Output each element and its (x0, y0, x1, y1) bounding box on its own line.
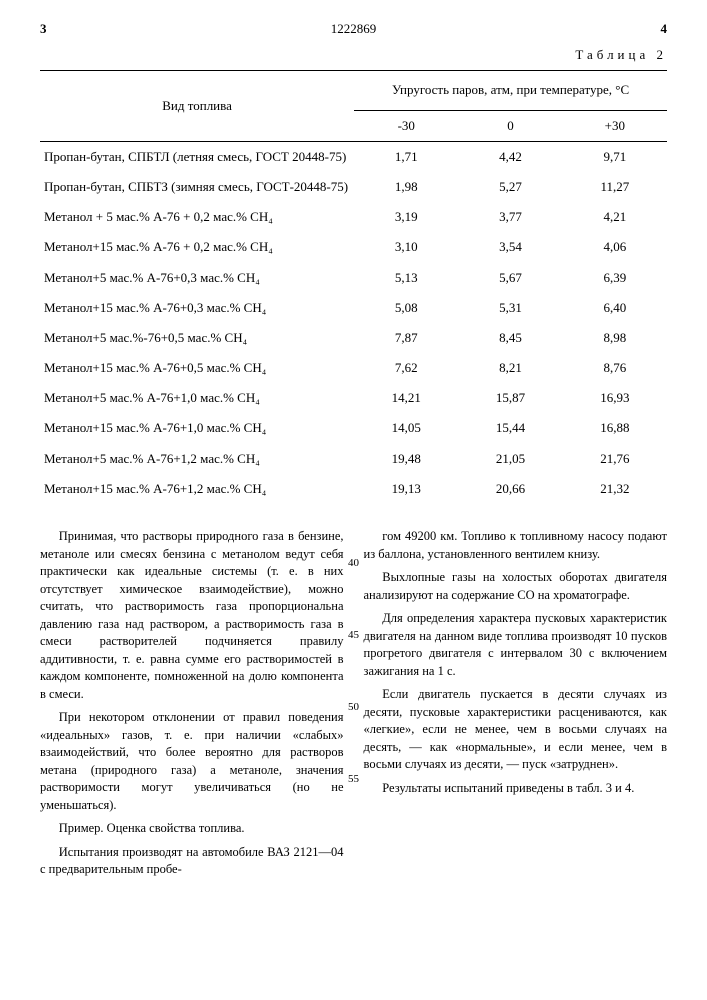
value-cell: 9,71 (563, 141, 667, 172)
value-cell: 21,05 (458, 444, 562, 474)
table-row: Метанол+15 мас.% А-76+0,3 мас.% CH₄5,085… (40, 293, 667, 323)
fuel-cell: Пропан-бутан, СПБТЛ (летняя смесь, ГОСТ … (40, 141, 354, 172)
paragraph: Пример. Оценка свойства топлива. (40, 820, 344, 838)
paragraph: Для определения характера пусковых харак… (364, 610, 668, 680)
fuel-cell: Метанол+15 мас.% А-76+1,0 мас.% CH₄ (40, 413, 354, 443)
fuel-cell: Метанол+15 мас.% А-76 + 0,2 мас.% CH₄ (40, 232, 354, 262)
fuel-cell: Метанол + 5 мас.% А-76 + 0,2 мас.% CH₄ (40, 202, 354, 232)
paragraph: Если двигатель пускается в десяти случая… (364, 686, 668, 774)
right-column: гом 49200 км. Топливо к топливному насос… (364, 528, 668, 885)
table-row: Метанол+5 мас.% А-76+0,3 мас.% CH₄5,135,… (40, 263, 667, 293)
value-cell: 11,27 (563, 172, 667, 202)
col-header-plus30: +30 (563, 110, 667, 141)
paragraph: Результаты испытаний приведены в табл. 3… (364, 780, 668, 798)
value-cell: 4,21 (563, 202, 667, 232)
line-number-45: 45 (346, 628, 362, 643)
value-cell: 14,05 (354, 413, 458, 443)
value-cell: 8,21 (458, 353, 562, 383)
value-cell: 5,27 (458, 172, 562, 202)
value-cell: 20,66 (458, 474, 562, 504)
fuel-cell: Метанол+5 мас.% А-76+1,2 мас.% CH₄ (40, 444, 354, 474)
value-cell: 8,98 (563, 323, 667, 353)
value-cell: 5,08 (354, 293, 458, 323)
header-row: 3 1222869 4 (40, 20, 667, 38)
col-header-zero: 0 (458, 110, 562, 141)
value-cell: 3,77 (458, 202, 562, 232)
value-cell: 14,21 (354, 383, 458, 413)
fuel-cell: Метанол+15 мас.% А-76+1,2 мас.% CH₄ (40, 474, 354, 504)
table-row: Пропан-бутан, СПБТЛ (летняя смесь, ГОСТ … (40, 141, 667, 172)
value-cell: 19,13 (354, 474, 458, 504)
col-header-group: Упругость паров, атм, при температуре, °… (354, 71, 667, 110)
fuel-cell: Метанол+5 мас.% А-76+0,3 мас.% CH₄ (40, 263, 354, 293)
left-column: Принимая, что растворы природного газа в… (40, 528, 344, 885)
value-cell: 21,32 (563, 474, 667, 504)
value-cell: 5,13 (354, 263, 458, 293)
value-cell: 4,06 (563, 232, 667, 262)
table-header-row: Вид топлива Упругость паров, атм, при те… (40, 71, 667, 110)
page-number-right: 4 (627, 20, 667, 38)
fuel-cell: Метанол+15 мас.% А-76+0,3 мас.% CH₄ (40, 293, 354, 323)
value-cell: 15,87 (458, 383, 562, 413)
fuel-cell: Пропан-бутан, СПБТЗ (зимняя смесь, ГОСТ-… (40, 172, 354, 202)
value-cell: 15,44 (458, 413, 562, 443)
value-cell: 5,67 (458, 263, 562, 293)
value-cell: 4,42 (458, 141, 562, 172)
value-cell: 16,93 (563, 383, 667, 413)
table-caption: Таблица 2 (40, 46, 667, 64)
col-header-minus30: -30 (354, 110, 458, 141)
value-cell: 7,87 (354, 323, 458, 353)
value-cell: 7,62 (354, 353, 458, 383)
value-cell: 8,45 (458, 323, 562, 353)
line-number-40: 40 (346, 556, 362, 571)
table-row: Метанол+15 мас.% А-76 + 0,2 мас.% CH₄3,1… (40, 232, 667, 262)
value-cell: 1,98 (354, 172, 458, 202)
table-row: Метанол+15 мас.% А-76+0,5 мас.% CH₄7,628… (40, 353, 667, 383)
value-cell: 21,76 (563, 444, 667, 474)
value-cell: 3,10 (354, 232, 458, 262)
value-cell: 8,76 (563, 353, 667, 383)
body-text-wrap: 40 45 50 55 Принимая, что растворы приро… (40, 528, 667, 885)
vapor-pressure-table: Вид топлива Упругость паров, атм, при те… (40, 70, 667, 504)
fuel-cell: Метанол+15 мас.% А-76+0,5 мас.% CH₄ (40, 353, 354, 383)
paragraph: Принимая, что растворы природного газа в… (40, 528, 344, 703)
paragraph: Выхлопные газы на холостых оборотах двиг… (364, 569, 668, 604)
table-row: Метанол+15 мас.% А-76+1,0 мас.% CH₄14,05… (40, 413, 667, 443)
fuel-cell: Метанол+5 мас.%-76+0,5 мас.% CH₄ (40, 323, 354, 353)
value-cell: 6,39 (563, 263, 667, 293)
value-cell: 16,88 (563, 413, 667, 443)
paragraph: гом 49200 км. Топливо к топливному насос… (364, 528, 668, 563)
document-number: 1222869 (80, 20, 627, 38)
page-number-left: 3 (40, 20, 80, 38)
value-cell: 19,48 (354, 444, 458, 474)
line-number-50: 50 (346, 700, 362, 715)
table-row: Метанол+15 мас.% А-76+1,2 мас.% CH₄19,13… (40, 474, 667, 504)
table-row: Метанол+5 мас.% А-76+1,2 мас.% CH₄19,482… (40, 444, 667, 474)
value-cell: 6,40 (563, 293, 667, 323)
table-row: Метанол+5 мас.% А-76+1,0 мас.% CH₄14,211… (40, 383, 667, 413)
fuel-cell: Метанол+5 мас.% А-76+1,0 мас.% CH₄ (40, 383, 354, 413)
table-row: Метанол+5 мас.%-76+0,5 мас.% CH₄7,878,45… (40, 323, 667, 353)
line-number-55: 55 (346, 772, 362, 787)
col-header-fuel: Вид топлива (40, 71, 354, 141)
value-cell: 3,19 (354, 202, 458, 232)
value-cell: 5,31 (458, 293, 562, 323)
paragraph: При некотором отклонении от правил повед… (40, 709, 344, 814)
value-cell: 3,54 (458, 232, 562, 262)
table-row: Пропан-бутан, СПБТЗ (зимняя смесь, ГОСТ-… (40, 172, 667, 202)
value-cell: 1,71 (354, 141, 458, 172)
paragraph: Испытания производят на автомобиле ВАЗ 2… (40, 844, 344, 879)
table-row: Метанол + 5 мас.% А-76 + 0,2 мас.% CH₄3,… (40, 202, 667, 232)
